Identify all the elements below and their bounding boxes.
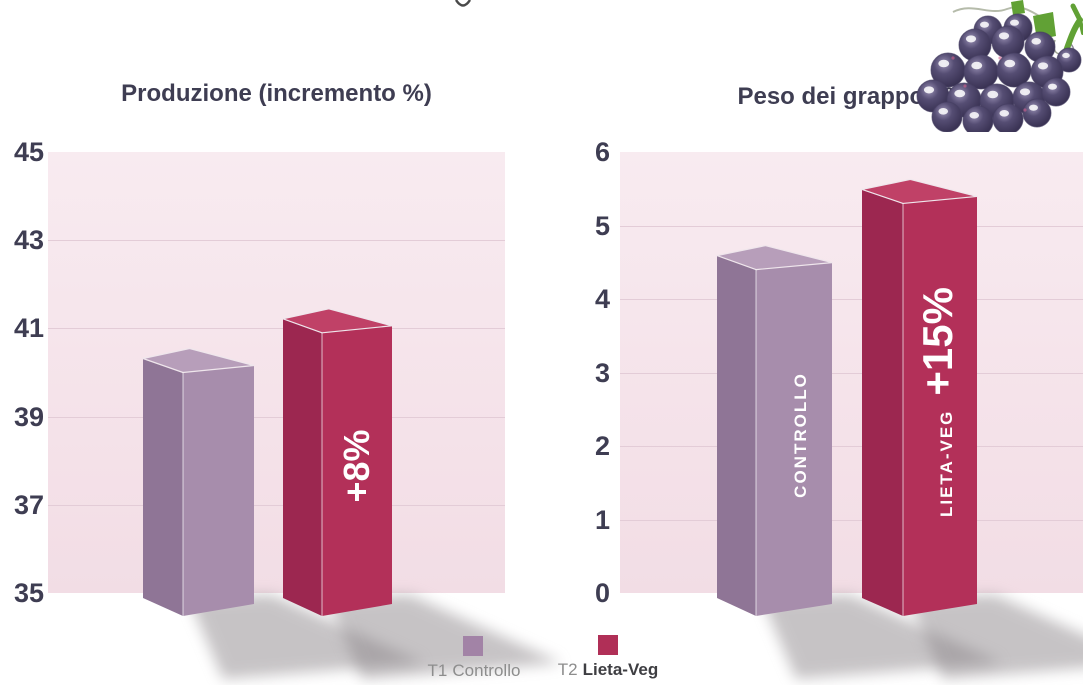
berry-highlight <box>1019 88 1031 96</box>
gridline <box>620 225 1083 227</box>
berry-speckle <box>1023 108 1027 112</box>
bar-t2-lieta-veg: +8% <box>282 308 562 679</box>
bar-top-face <box>716 245 833 271</box>
legend-label-controllo: T1 Controllo <box>418 662 530 680</box>
berry-highlight <box>1048 83 1057 90</box>
grape-berry <box>991 25 1025 59</box>
y-tick-label: 5 <box>594 210 610 241</box>
bar-top-face <box>142 347 255 374</box>
berry-speckle <box>963 84 967 88</box>
y-tick-label: 43 <box>13 225 44 256</box>
y-tick-label: 2 <box>594 431 610 461</box>
gridline <box>48 504 505 506</box>
legend-prefix: T1 <box>427 661 448 680</box>
bar-shadow <box>909 595 1083 679</box>
berry-speckle <box>998 56 1002 60</box>
legend-swatch-lieta-veg <box>598 635 618 655</box>
legend-swatch-controllo <box>463 636 483 656</box>
y-tick-label: 45 <box>13 137 44 167</box>
berry-highlight <box>1062 52 1070 59</box>
y-tick-label: 3 <box>594 357 610 388</box>
berry-highlight <box>923 86 935 94</box>
chart-title-produzione: Produzione (incremento %) <box>121 80 432 107</box>
y-tick-label: 39 <box>13 401 44 432</box>
berry-highlight <box>954 89 966 98</box>
y-tick-label: 6 <box>594 137 610 167</box>
bar-front-face <box>183 365 254 616</box>
grapes-image <box>916 0 1083 132</box>
gridline <box>48 328 505 330</box>
bar-front-face <box>756 262 832 616</box>
gridline <box>620 519 1083 521</box>
plot-area-left <box>48 152 505 593</box>
bar-label: LIETA-VEG+15% <box>914 287 961 517</box>
berry-highlight <box>938 59 950 68</box>
grape-berry <box>962 105 994 132</box>
berry-highlight <box>1010 19 1019 26</box>
bar-top-face <box>861 178 978 205</box>
berry-highlight <box>965 35 977 43</box>
y-tick-label: 4 <box>594 284 610 314</box>
berry-highlight <box>1004 59 1016 68</box>
grape-berry <box>1022 98 1052 128</box>
berry-highlight <box>1029 104 1038 111</box>
legend-name: Lieta-Veg <box>582 660 659 679</box>
berry-highlight <box>1037 62 1049 70</box>
berry-highlight <box>998 32 1010 40</box>
bar-t1-controllo: CONTROLLO <box>716 245 1002 679</box>
bar-side-face <box>717 255 756 616</box>
bar-side-face <box>143 358 183 616</box>
grape-berry <box>931 101 963 132</box>
berry-highlight <box>969 112 980 119</box>
bar-front-face <box>322 325 392 616</box>
y-tick-label: 35 <box>13 578 44 608</box>
gridline <box>620 372 1083 374</box>
legend-prefix: T2 <box>557 660 578 679</box>
gridline <box>48 240 505 242</box>
cropped-text-fragment <box>454 0 472 7</box>
bar-top-face <box>282 308 393 334</box>
bar-t2-lieta-veg: LIETA-VEG+15% <box>861 178 1083 679</box>
y-tick-label: 37 <box>13 489 44 520</box>
berry-highlight <box>1031 38 1042 45</box>
gridline <box>620 299 1083 300</box>
legend-name: Controllo <box>452 661 521 680</box>
berry-highlight <box>938 108 949 115</box>
plot-area-right <box>620 152 1083 593</box>
berry-highlight <box>999 110 1010 117</box>
gridline <box>620 446 1083 447</box>
y-tick-label: 1 <box>594 504 610 535</box>
bar-front-face <box>903 196 977 616</box>
bar-t1-controllo <box>142 347 424 679</box>
gridline <box>48 416 505 418</box>
berry-highlight <box>987 90 999 99</box>
berry-highlight <box>971 61 983 70</box>
y-tick-label: 41 <box>13 313 44 344</box>
bar-shadow <box>328 595 562 679</box>
bar-label: +8% <box>336 429 377 502</box>
berry-highlight <box>980 21 989 28</box>
legend-label-lieta-veg: T2 Lieta-Veg <box>550 661 666 679</box>
bar-side-face <box>283 318 322 616</box>
bar-label: CONTROLLO <box>791 372 810 498</box>
grape-berry <box>992 103 1024 132</box>
berry-speckle <box>951 56 955 60</box>
bar-side-face <box>862 189 903 616</box>
y-tick-label: 0 <box>594 578 610 608</box>
